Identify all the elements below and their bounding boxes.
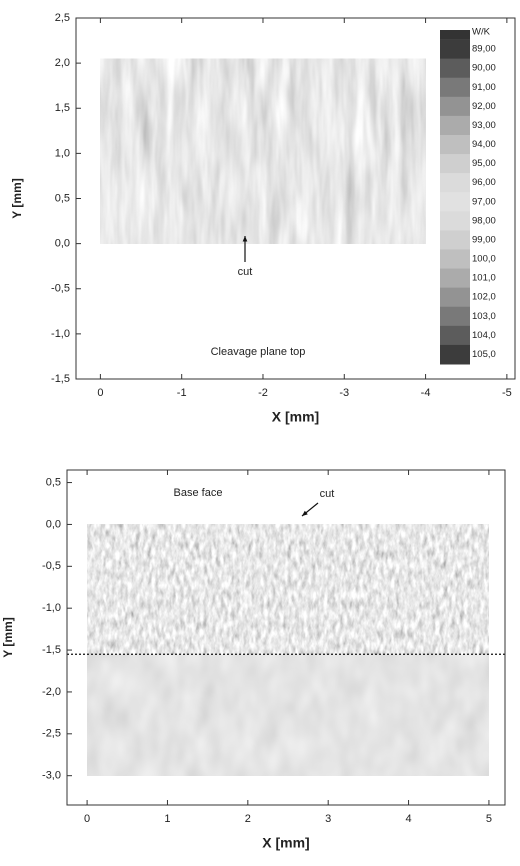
annotation: Base face (174, 487, 223, 499)
colorbar-label: 99,00 (472, 234, 496, 245)
annotation: cut (320, 488, 335, 500)
colorbar-label: 98,00 (472, 215, 496, 226)
colorbar-top (440, 30, 470, 40)
colorbar: 89,00 90,00 91,00 92,00 93,00 94,00 95,00 96,00… (440, 27, 496, 365)
colorbar-cell (440, 154, 470, 174)
colorbar-cell (440, 173, 470, 193)
colorbar-label: 91,00 (472, 82, 496, 93)
colorbar-label: 97,00 (472, 196, 496, 207)
colorbar-cell (440, 134, 470, 155)
colorbar-label: 95,00 (472, 158, 496, 169)
image-map (100, 58, 426, 244)
y-tick-label: -2,5 (42, 728, 61, 740)
arrow-head (242, 236, 248, 242)
colorbar-label: 94,00 (472, 139, 496, 150)
x-tick-label: -1 (177, 387, 187, 399)
x-tick-label: 1 (164, 813, 170, 825)
annotation: cut (238, 266, 253, 278)
y-tick-label: 1,5 (55, 102, 70, 114)
colorbar-cell (440, 192, 470, 212)
x-tick-label: -2 (258, 387, 268, 399)
y-tick-label: 1,0 (55, 147, 70, 159)
colorbar-title: W/K (472, 27, 491, 38)
y-tick-label: -0,5 (51, 283, 70, 295)
colorbar-cell (440, 344, 470, 365)
x-tick-label: 0 (84, 813, 90, 825)
colorbar-label: 101,0 (472, 273, 496, 284)
x-axis-title: X [mm] (262, 835, 309, 851)
y-tick-label: -1,0 (42, 602, 61, 614)
chart: 0 1 2 3 4 5 0,5 0,0 -0,5 -1,0 -1,5 -2,0 -2,5 -3,0 X [m… (1, 469, 506, 851)
x-tick-label: -4 (421, 387, 431, 399)
x-tick-label: -5 (502, 387, 512, 399)
y-tick-label: -1,5 (42, 644, 61, 656)
x-tick-label: 0 (97, 387, 103, 399)
x-tick-label: -3 (339, 387, 349, 399)
colorbar-cell (440, 96, 470, 117)
chart: 0 -1 -2 -3 -4 -5 2,5 2,0 1,5 1,0 0,5 0,0 -0,5 -1,0 -1,… (10, 12, 516, 425)
colorbar-label: 96,00 (472, 177, 496, 188)
image-band (87, 524, 489, 655)
colorbar-cell (440, 249, 470, 270)
colorbar-label: 89,00 (472, 44, 496, 55)
y-tick-label: 0,0 (46, 518, 61, 530)
colorbar-cell (440, 268, 470, 289)
colorbar-cell (440, 230, 470, 250)
colorbar-label: 103,0 (472, 311, 496, 322)
annotation: Cleavage plane top (211, 346, 306, 358)
colorbar-label: 102,0 (472, 292, 496, 303)
y-tick-label: -1,5 (51, 373, 70, 385)
y-axis-title: Y [mm] (1, 617, 15, 657)
y-tick-label: -0,5 (42, 560, 61, 572)
colorbar-label: 104,0 (472, 330, 496, 341)
plot-frame (66, 469, 506, 806)
colorbar-cell (440, 287, 470, 308)
colorbar-label: 105,0 (472, 349, 496, 360)
colorbar-cell (440, 77, 470, 98)
x-axis-title: X [mm] (272, 409, 319, 425)
x-tick-label: 4 (405, 813, 411, 825)
colorbar-cell (440, 58, 470, 79)
colorbar-label: 100,0 (472, 254, 496, 265)
y-axis-title: Y [mm] (10, 178, 24, 218)
y-tick-label: -1,0 (51, 328, 70, 340)
y-tick-label: 0,5 (46, 476, 61, 488)
colorbar-cell (440, 325, 470, 346)
x-tick-label: 3 (325, 813, 331, 825)
y-tick-label: 0,0 (55, 238, 70, 250)
colorbar-cell (440, 306, 470, 327)
y-tick-label: 2,0 (55, 57, 70, 69)
y-tick-label: -2,0 (42, 686, 61, 698)
colorbar-cell (440, 211, 470, 231)
colorbar-label: 93,00 (472, 120, 496, 131)
arrow-head (302, 510, 308, 516)
colorbar-label: 90,00 (472, 63, 496, 74)
y-tick-label: -3,0 (42, 770, 61, 782)
y-tick-label: 2,5 (55, 12, 70, 24)
colorbar-label: 92,00 (472, 101, 496, 112)
x-tick-label: 5 (486, 813, 492, 825)
colorbar-cell (440, 115, 470, 136)
colorbar-cell (440, 39, 470, 60)
x-tick-label: 2 (245, 813, 251, 825)
y-tick-label: 0,5 (55, 192, 70, 204)
